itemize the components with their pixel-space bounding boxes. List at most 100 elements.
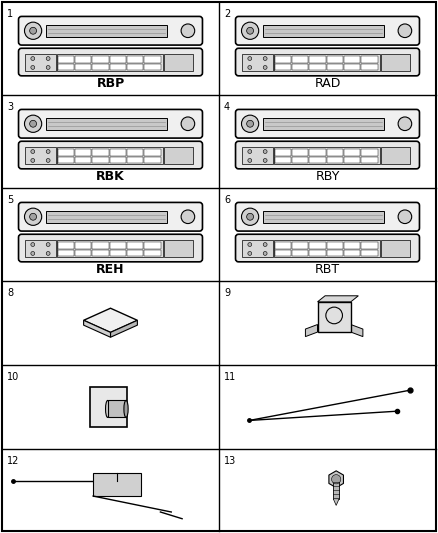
Bar (242, 240, 273, 257)
Bar (57, 148, 163, 164)
Bar (75, 63, 92, 70)
Bar (327, 63, 343, 70)
Circle shape (31, 252, 35, 255)
Bar (327, 56, 343, 62)
Text: 12: 12 (7, 456, 19, 466)
Circle shape (263, 66, 267, 69)
Bar (127, 249, 143, 256)
Circle shape (263, 252, 267, 255)
Bar (58, 243, 74, 248)
Circle shape (181, 210, 195, 223)
FancyBboxPatch shape (236, 234, 420, 262)
Ellipse shape (124, 400, 128, 417)
Text: RAD: RAD (314, 77, 341, 90)
Circle shape (31, 243, 35, 246)
FancyBboxPatch shape (236, 17, 420, 45)
Bar (108, 400, 126, 417)
Bar (263, 118, 385, 130)
FancyBboxPatch shape (18, 49, 202, 76)
Bar (263, 211, 385, 223)
Bar (25, 148, 56, 164)
Bar (275, 63, 291, 70)
Bar (145, 63, 161, 70)
Bar (310, 149, 326, 156)
Circle shape (247, 120, 254, 127)
Bar (274, 148, 380, 164)
Polygon shape (351, 325, 363, 337)
Text: 4: 4 (224, 102, 230, 112)
Bar (333, 480, 339, 499)
FancyBboxPatch shape (18, 17, 202, 45)
Bar (292, 249, 308, 256)
Circle shape (181, 24, 195, 37)
Bar (242, 54, 273, 71)
Circle shape (46, 158, 50, 163)
Text: RBT: RBT (315, 263, 340, 276)
Bar (310, 243, 326, 248)
Text: 8: 8 (7, 288, 13, 298)
Circle shape (31, 158, 35, 163)
Circle shape (263, 158, 267, 163)
Circle shape (248, 56, 252, 60)
Text: 13: 13 (224, 456, 236, 466)
Text: REH: REH (96, 263, 125, 276)
Bar (110, 249, 126, 256)
Bar (327, 149, 343, 156)
Circle shape (31, 150, 35, 154)
Circle shape (25, 115, 42, 132)
Bar (344, 63, 360, 70)
Bar (361, 149, 378, 156)
Bar (145, 157, 161, 163)
Bar (127, 56, 143, 62)
Bar (145, 249, 161, 256)
Text: RBP: RBP (96, 77, 125, 90)
Bar (274, 240, 380, 257)
Circle shape (247, 213, 254, 220)
FancyBboxPatch shape (236, 203, 420, 231)
Bar (381, 148, 410, 164)
FancyBboxPatch shape (18, 109, 202, 138)
Bar (344, 56, 360, 62)
Bar (263, 25, 385, 37)
Polygon shape (305, 325, 318, 337)
Bar (310, 63, 326, 70)
Bar (92, 157, 109, 163)
Bar (58, 157, 74, 163)
Bar (381, 240, 410, 257)
Text: 11: 11 (224, 372, 236, 382)
Bar (292, 56, 308, 62)
Bar (46, 118, 167, 130)
Bar (361, 249, 378, 256)
Circle shape (248, 252, 252, 255)
Bar (275, 249, 291, 256)
Circle shape (263, 243, 267, 246)
Bar (361, 243, 378, 248)
Circle shape (332, 474, 341, 484)
Circle shape (248, 158, 252, 163)
Bar (92, 149, 109, 156)
Bar (292, 149, 308, 156)
Circle shape (398, 210, 412, 223)
Bar (310, 249, 326, 256)
Polygon shape (84, 308, 138, 333)
Bar (58, 149, 74, 156)
Bar (58, 56, 74, 62)
Bar (327, 157, 343, 163)
Polygon shape (84, 320, 110, 337)
Bar (145, 56, 161, 62)
FancyBboxPatch shape (18, 234, 202, 262)
Bar (92, 56, 109, 62)
Bar (92, 63, 109, 70)
Bar (327, 243, 343, 248)
Bar (57, 54, 163, 71)
Bar (327, 249, 343, 256)
Bar (75, 243, 92, 248)
Bar (275, 243, 291, 248)
FancyBboxPatch shape (90, 386, 127, 427)
Text: RBY: RBY (315, 171, 340, 183)
Ellipse shape (106, 400, 110, 417)
FancyBboxPatch shape (236, 141, 420, 169)
Circle shape (248, 66, 252, 69)
Bar (310, 157, 326, 163)
Polygon shape (110, 320, 138, 337)
